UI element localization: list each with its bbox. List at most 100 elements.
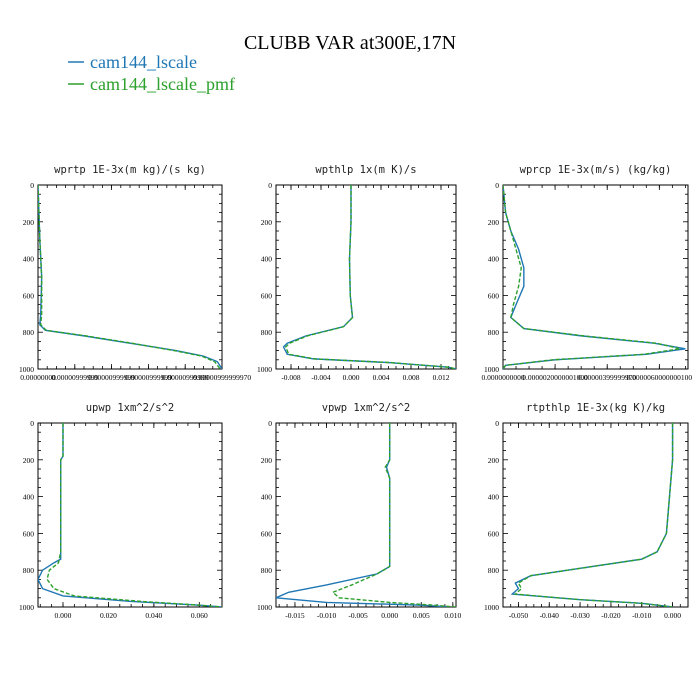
ytick-label-wprcp: 0 [495, 181, 499, 190]
xtick-label-wprcp: 0.0000060000000100 [627, 373, 693, 382]
xtick-label-vpwp: 0.005 [413, 611, 430, 620]
panel-title-wprtp: wprtp 1E-3x(m kg)/(s kg) [54, 164, 206, 176]
ytick-label-wprtp: 200 [23, 218, 35, 227]
ytick-label-wprcp: 600 [488, 291, 500, 300]
panel-upwp: upwp 1xm^2/s^2 0 200 400 600 800 1000 0.000 0.02… [19, 402, 223, 620]
panel-title-wpthlp: wpthlp 1x(m K)/s [315, 164, 416, 176]
xtick-label-wprtp: 0.00000999999970 [193, 373, 251, 382]
xtick-label-wprtp: 0.00000999999 [88, 373, 135, 382]
xtick-label-rtpthlp: -0.050 [509, 611, 529, 620]
axis-frame-wprtp [37, 184, 223, 370]
legend-label-cam144-lscale-pmf: cam144_lscale_pmf [90, 74, 235, 94]
ytick-label-wpthlp: 600 [261, 291, 273, 300]
xtick-label-vpwp: 0.010 [444, 611, 461, 620]
ytick-label-upwp: 400 [23, 493, 35, 502]
xtick-label-rtpthlp: -0.020 [601, 611, 621, 620]
xtick-label-wprtp: 0.00000999999 [51, 373, 98, 382]
ytick-label-wprtp: 0 [30, 181, 34, 190]
ytick-label-wprtp: 800 [23, 328, 35, 337]
ytick-label-wpthlp: 400 [261, 255, 273, 264]
xtick-label-rtpthlp: 0.000 [664, 611, 681, 620]
panel-title-rtpthlp: rtpthlp 1E-3x(kg K)/kg [526, 402, 665, 414]
xtick-label-rtpthlp: -0.010 [632, 611, 652, 620]
xtick-label-upwp: 0.060 [191, 611, 208, 620]
ytick-label-wprtp: 600 [23, 291, 35, 300]
panel-title-vpwp: vpwp 1xm^2/s^2 [322, 402, 411, 414]
xtick-label-upwp: 0.000 [55, 611, 72, 620]
legend: cam144_lscale cam144_lscale_pmf [68, 52, 235, 94]
ytick-label-vpwp: 1000 [257, 603, 272, 612]
ytick-label-wprcp: 200 [488, 218, 500, 227]
ytick-label-vpwp: 600 [261, 529, 273, 538]
axis-frame-wpthlp [275, 184, 457, 370]
ytick-label-vpwp: 400 [261, 493, 273, 502]
xtick-label-vpwp: -0.015 [285, 611, 305, 620]
series-line-wpthlp-cam144-lscale [282, 185, 456, 369]
ytick-label-rtpthlp: 200 [488, 456, 500, 465]
series-line-wprcp-cam144-lscale-pmf [503, 185, 681, 369]
axis-frame-vpwp [275, 422, 457, 608]
series-line-rtpthlp-cam144-lscale [510, 423, 674, 607]
xtick-label-upwp: 0.040 [145, 611, 162, 620]
panel-rtpthlp: rtpthlp 1E-3x(kg K)/kg 0 200 400 600 800 1000 -… [484, 402, 689, 620]
xtick-label-wpthlp: 0.000 [343, 373, 360, 382]
xtick-label-wprtp: 0.00000000 [20, 373, 56, 382]
ytick-label-rtpthlp: 800 [488, 566, 500, 575]
ytick-label-upwp: 200 [23, 456, 35, 465]
xtick-label-upwp: 0.020 [100, 611, 117, 620]
ytick-label-wpthlp: 800 [261, 328, 273, 337]
panel-title-upwp: upwp 1xm^2/s^2 [86, 402, 175, 414]
series-line-rtpthlp-cam144-lscale-pmf [513, 423, 674, 607]
xtick-label-wprcp: 0.0000020000001000 [522, 373, 588, 382]
axis-frame-rtpthlp [502, 422, 689, 608]
panel-wpthlp: wpthlp 1x(m K)/s 0 200 400 600 800 1000 -0.008 -… [257, 164, 457, 382]
xtick-label-wprtp: 0.00000999999 [162, 373, 209, 382]
ytick-label-wprtp: 1000 [19, 365, 34, 374]
panel-vpwp: vpwp 1xm^2/s^2 0 200 400 600 800 1000 -0.015 -0.… [257, 402, 462, 620]
xtick-label-vpwp: -0.005 [348, 611, 368, 620]
ytick-label-upwp: 600 [23, 529, 35, 538]
panel-title-wprcp: wprcp 1E-3x(m/s) (kg/kg) [520, 164, 672, 176]
ytick-label-wpthlp: 1000 [257, 365, 272, 374]
ytick-label-rtpthlp: 400 [488, 493, 500, 502]
ytick-label-wprcp: 400 [488, 255, 500, 264]
ytick-label-wpthlp: 0 [268, 181, 272, 190]
ytick-label-rtpthlp: 600 [488, 529, 500, 538]
xtick-label-wprtp: 0.00000999999 [125, 373, 172, 382]
xtick-label-wprcp: 0.0000000000 [481, 373, 524, 382]
xtick-label-wpthlp: -0.004 [311, 373, 331, 382]
series-line-upwp-cam144-lscale-pmf [46, 423, 222, 607]
legend-label-cam144-lscale: cam144_lscale [90, 52, 197, 72]
axis-frame-wprcp [502, 184, 689, 370]
panel-wprcp: wprcp 1E-3x(m/s) (kg/kg) 0 200 400 600 800 100… [481, 164, 692, 382]
xtick-label-wpthlp: 0.012 [433, 373, 450, 382]
ytick-label-upwp: 1000 [19, 603, 34, 612]
xtick-label-wpthlp: 0.004 [373, 373, 390, 382]
ytick-label-rtpthlp: 1000 [484, 603, 499, 612]
series-line-upwp-cam144-lscale [38, 423, 222, 607]
panels-container: wprtp 1E-3x(m kg)/(s kg) 0 200 400 600 800 100… [19, 164, 692, 620]
series-line-wpthlp-cam144-lscale-pmf [284, 185, 456, 369]
ytick-label-vpwp: 200 [261, 456, 273, 465]
ytick-label-upwp: 800 [23, 566, 35, 575]
xtick-label-wpthlp: 0.008 [403, 373, 420, 382]
series-line-wprtp-cam144-lscale [38, 185, 222, 369]
ytick-label-wprcp: 800 [488, 328, 500, 337]
xtick-label-wpthlp: -0.008 [281, 373, 301, 382]
xtick-label-vpwp: -0.010 [317, 611, 337, 620]
panel-wprtp: wprtp 1E-3x(m kg)/(s kg) 0 200 400 600 800 100… [19, 164, 251, 382]
xtick-label-wprcp: 0.00000399999970 [578, 373, 636, 382]
ytick-label-wprcp: 1000 [484, 365, 499, 374]
xtick-label-rtpthlp: -0.030 [570, 611, 590, 620]
series-line-vpwp-cam144-lscale-pmf [331, 423, 456, 607]
ytick-label-rtpthlp: 0 [495, 419, 499, 428]
ytick-label-upwp: 0 [30, 419, 34, 428]
series-line-wprcp-cam144-lscale [503, 185, 686, 369]
ytick-label-wpthlp: 200 [261, 218, 273, 227]
series-line-wprtp-cam144-lscale-pmf [38, 185, 221, 369]
ytick-label-vpwp: 800 [261, 566, 273, 575]
xtick-label-rtpthlp: -0.040 [540, 611, 560, 620]
axis-frame-upwp [37, 422, 223, 608]
ytick-label-wprtp: 400 [23, 255, 35, 264]
